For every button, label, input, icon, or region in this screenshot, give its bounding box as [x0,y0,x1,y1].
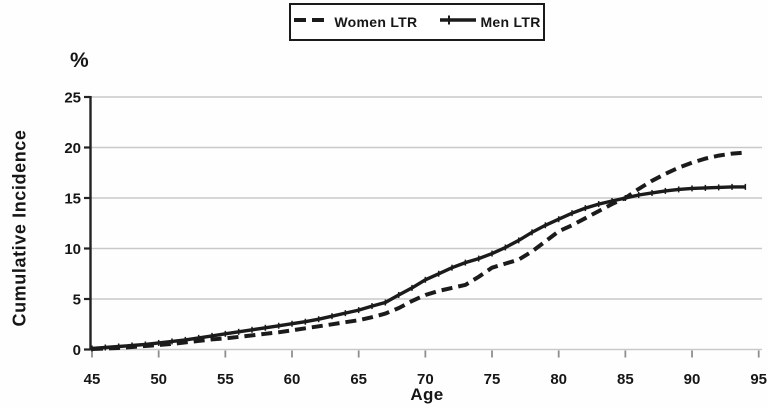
y-tick-label: 25 [64,90,81,107]
x-tick-label: 85 [617,371,634,388]
x-tick-label: 90 [684,371,701,388]
y-tick-label: 20 [64,140,81,157]
legend-label-men: Men LTR [480,14,541,30]
x-axis-title: Age [410,385,444,404]
y-tick-label: 10 [64,241,81,258]
x-tick-label: 60 [284,371,301,388]
dashed-line-icon [293,13,331,31]
y-tick-label: 5 [73,292,81,309]
x-tick-label: 50 [150,371,167,388]
x-tick-label: 45 [84,371,101,388]
y-tick-label: 0 [73,342,81,359]
y-axis-unit-label: % [70,49,89,72]
legend-item-women: Women LTR [293,13,417,31]
legend: Women LTR Men LTR [289,3,545,41]
women-ltr-line [91,150,746,351]
x-tick-label: 70 [417,371,434,388]
legend-label-women: Women LTR [334,14,418,30]
x-tick-label: 75 [484,371,501,388]
x-tick-label: 80 [550,371,567,388]
x-tick-label: 95 [750,371,767,388]
legend-item-men: Men LTR [439,13,540,31]
solid-line-marker-icon [439,13,477,31]
y-tick-label: 15 [64,191,81,208]
x-tick-label: 65 [350,371,367,388]
men-ltr-line [91,185,746,351]
x-tick-label: 55 [217,371,234,388]
